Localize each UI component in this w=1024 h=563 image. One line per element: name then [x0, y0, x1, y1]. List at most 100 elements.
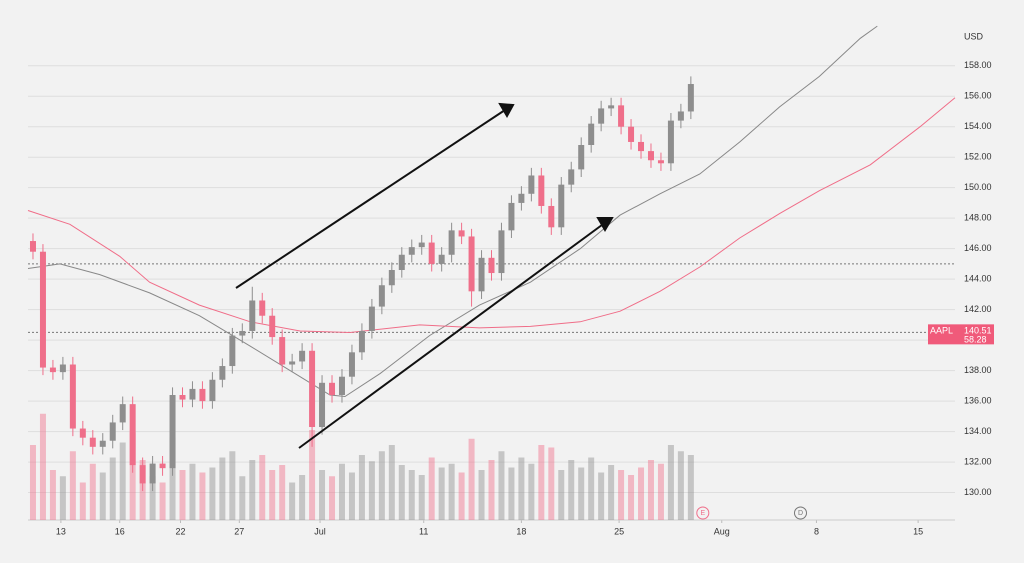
volume-bar — [588, 457, 595, 520]
candle-body — [538, 175, 545, 206]
y-tick-label: 154.00 — [964, 121, 992, 131]
volume-bar — [59, 476, 66, 520]
volume-bar — [309, 430, 316, 520]
price-badge — [928, 324, 994, 345]
volume-bar — [179, 470, 186, 520]
y-tick-label: 134.00 — [964, 426, 992, 436]
candle-body — [119, 404, 126, 423]
volume-bar — [418, 475, 425, 520]
candle-body — [608, 105, 615, 109]
volume-bar — [129, 432, 136, 520]
y-tick-label: 144.00 — [964, 274, 992, 284]
volume-bar — [79, 482, 86, 520]
event-marker — [696, 506, 710, 520]
candle-body — [598, 108, 605, 124]
volume-bar — [279, 465, 286, 520]
y-tick-label: 148.00 — [964, 213, 992, 223]
volume-bar — [159, 482, 166, 520]
candle-body — [29, 241, 36, 252]
x-tick-label: 25 — [614, 526, 624, 536]
candle-body — [628, 126, 635, 142]
candle-body — [249, 300, 256, 331]
candle-body — [428, 242, 435, 264]
candle-body — [259, 300, 266, 316]
x-tick-label: Jul — [314, 526, 326, 536]
volume-bar — [618, 470, 625, 520]
volume-bar — [388, 445, 395, 520]
volume-bar — [677, 451, 684, 520]
volume-bar — [598, 472, 605, 520]
volume-bar — [647, 460, 654, 520]
candle-body — [418, 242, 425, 248]
volume-bar — [538, 445, 545, 520]
volume-bar — [99, 472, 106, 520]
candle-body — [209, 379, 216, 402]
volume-bar — [348, 472, 355, 520]
y-tick-label: 142.00 — [964, 304, 992, 314]
y-tick-label: 136.00 — [964, 395, 992, 405]
candle-body — [139, 465, 146, 484]
volume-bar — [378, 451, 385, 520]
candle-body — [219, 366, 226, 380]
volume-bar — [468, 438, 475, 520]
volume-bar — [428, 457, 435, 520]
volume-bar — [358, 455, 365, 520]
candle-body — [239, 330, 246, 336]
x-tick-label: 8 — [814, 526, 819, 536]
candle-body — [329, 382, 336, 395]
candle-body — [408, 247, 415, 255]
candle-body — [309, 350, 316, 428]
candle-body — [358, 330, 365, 353]
volume-bar — [169, 437, 176, 520]
last-price-label: 140.51 — [964, 326, 992, 336]
volume-bar — [29, 445, 36, 520]
candle-body — [279, 337, 286, 365]
x-tick-label: 13 — [56, 526, 66, 536]
volume-bar — [209, 467, 216, 520]
volume-bar — [329, 476, 336, 520]
candle-body — [79, 428, 86, 438]
candle-body — [69, 364, 76, 429]
candle-body — [558, 184, 565, 228]
candle-body — [518, 193, 525, 203]
candle-body — [398, 254, 405, 270]
volume-bar — [239, 476, 246, 520]
candle-body — [458, 230, 465, 237]
volume-bar — [49, 470, 56, 520]
volume-bar — [488, 460, 495, 520]
candle-body — [687, 84, 694, 112]
y-tick-label: 130.00 — [964, 487, 992, 497]
candle-body — [488, 257, 495, 274]
volume-bar — [438, 467, 445, 520]
volume-bar — [558, 470, 565, 520]
volume-bar — [568, 460, 575, 520]
candle-body — [388, 270, 395, 286]
volume-bar — [69, 451, 76, 520]
volume-bar — [518, 457, 525, 520]
y-tick-label: 158.00 — [964, 60, 992, 70]
candle-body — [618, 105, 625, 127]
candle-body — [149, 463, 156, 484]
volume-bar — [289, 482, 296, 520]
candle-body — [199, 388, 206, 402]
trend-arrows — [235, 102, 614, 449]
volume-bar — [299, 475, 306, 520]
candle-body — [478, 257, 485, 292]
candle-body — [508, 202, 515, 231]
volume-bar — [657, 463, 664, 520]
y-tick-label: 152.00 — [964, 152, 992, 162]
candle-body — [498, 230, 505, 274]
y-tick-label: 150.00 — [964, 182, 992, 192]
candle-body — [448, 230, 455, 255]
moving-average — [27, 97, 956, 334]
candle-body — [189, 388, 196, 400]
event-marker — [794, 506, 807, 520]
volume-bar — [458, 472, 465, 520]
candle-body — [667, 120, 674, 164]
candle-body — [319, 382, 326, 428]
candle-body — [378, 285, 385, 307]
volume-bar — [249, 460, 256, 520]
candle-body — [548, 205, 555, 228]
candle-body — [299, 350, 306, 362]
